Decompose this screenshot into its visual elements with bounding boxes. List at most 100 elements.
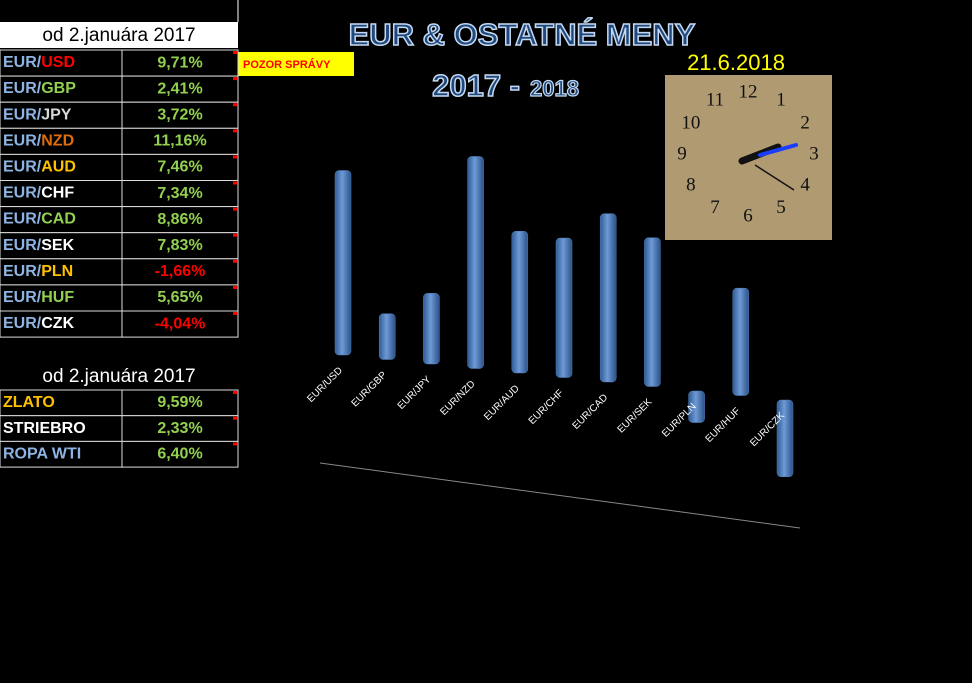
bar [511, 231, 529, 374]
date: 21.6.2018 [687, 50, 785, 75]
pair-base: EUR/ [3, 263, 42, 280]
pair-quote: GBP [41, 80, 76, 97]
cell [121, 206, 239, 234]
header-cell [0, 22, 238, 48]
change-value: 2,41% [157, 80, 202, 97]
cell [0, 153, 123, 181]
cell [121, 440, 239, 468]
clock-number: 5 [776, 197, 786, 218]
change-value: 7,34% [157, 185, 202, 202]
clock-number: 11 [706, 90, 724, 111]
cell [121, 101, 239, 129]
cell [0, 232, 123, 260]
cell-marker [233, 442, 237, 446]
pair-base: EUR/ [3, 315, 42, 332]
cell [0, 206, 123, 234]
pair-label: EUR/NZD [3, 133, 74, 150]
pair-base: EUR/ [3, 289, 42, 306]
bar [644, 237, 661, 387]
bar [334, 170, 352, 356]
clock-number: 6 [743, 205, 753, 226]
pair-label: EUR/SEK [3, 237, 75, 254]
clock-number: 7 [710, 197, 720, 218]
cell [121, 153, 239, 181]
change-value: 7,83% [157, 237, 202, 254]
pair-quote: PLN [41, 263, 73, 280]
bar [378, 313, 396, 360]
pair-label: EUR/JPY [3, 106, 72, 123]
cell-marker [233, 129, 237, 133]
pair-base: EUR/ [3, 159, 42, 176]
change-value: 2,33% [157, 420, 202, 437]
change-value: 9,71% [157, 54, 202, 71]
pair-base: EUR/ [3, 185, 42, 202]
cell-marker [233, 259, 237, 263]
cell-marker [233, 181, 237, 185]
pair-quote: AUD [41, 159, 76, 176]
cell [0, 180, 123, 208]
pair-label: EUR/CHF [3, 185, 74, 202]
clock-number: 8 [686, 174, 696, 195]
pair-label: EUR/CZK [3, 315, 75, 332]
pair-base: EUR/ [3, 133, 42, 150]
cell [121, 127, 239, 155]
cell-marker [233, 391, 237, 394]
title: EUR & OSTATNÉ MENY [349, 17, 696, 52]
cell-marker [233, 312, 237, 315]
pair-quote: JPY [41, 106, 72, 123]
cell-marker [233, 155, 237, 159]
pair-base: EUR/ [3, 237, 42, 254]
change-value: 6,40% [157, 446, 202, 463]
cell [121, 180, 239, 208]
cell [0, 389, 123, 417]
table-header: od 2.januára 2017 [42, 366, 195, 387]
bar [688, 390, 705, 423]
cell [0, 440, 123, 468]
bar [555, 237, 573, 378]
cell [121, 415, 239, 442]
cell [0, 415, 123, 442]
clock-number: 10 [681, 112, 700, 133]
cell [0, 310, 123, 338]
clock-number: 12 [739, 81, 758, 102]
change-value: -4,04% [155, 315, 206, 332]
pair-label: EUR/PLN [3, 263, 73, 280]
pair-base: EUR/ [3, 80, 42, 97]
pair-label: EUR/GBP [3, 80, 76, 97]
change-value: 3,72% [157, 106, 202, 123]
pair-quote: USD [41, 54, 75, 71]
pair-base: EUR/ [3, 106, 42, 123]
note: POZOR SPRÁVY [243, 58, 331, 71]
commodity-name: ZLATO [3, 394, 55, 411]
commodity-name: STRIEBRO [3, 420, 86, 437]
cell [121, 232, 239, 260]
note-cell[interactable] [238, 52, 354, 76]
cell-marker [233, 77, 237, 81]
bar [776, 399, 794, 478]
title-year: 2018 [530, 76, 579, 101]
cell-marker [233, 207, 237, 211]
chart-floor [319, 462, 801, 529]
clock-number: 2 [800, 112, 810, 133]
clock-number: 9 [677, 143, 687, 164]
bar [732, 287, 750, 396]
commodity-name: ROPA WTI [3, 446, 81, 463]
pair-label: EUR/USD [3, 54, 75, 71]
clock-hand [758, 143, 798, 157]
cell [121, 49, 239, 77]
pair-quote: CAD [41, 211, 76, 228]
change-value: 5,65% [157, 289, 202, 306]
cell-marker [233, 285, 237, 289]
bar [599, 213, 617, 383]
cell-marker [233, 416, 237, 420]
pair-base: EUR/ [3, 54, 42, 71]
change-value: 11,16% [153, 133, 206, 150]
clock-number: 1 [776, 90, 786, 111]
cell [0, 127, 123, 155]
pair-quote: HUF [41, 289, 74, 306]
pair-label: EUR/AUD [3, 159, 76, 176]
cell [121, 389, 239, 417]
clock-number: 4 [800, 174, 810, 195]
